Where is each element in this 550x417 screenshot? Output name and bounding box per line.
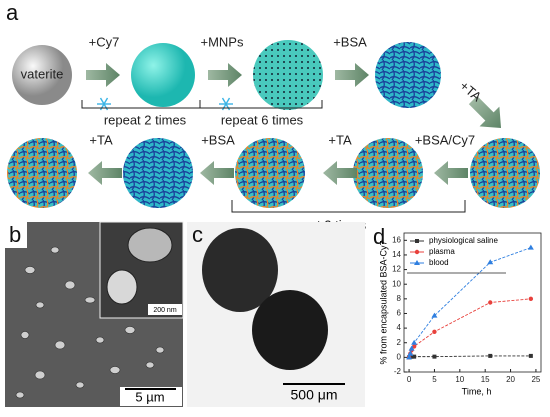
x-tick-label: 10 xyxy=(455,375,464,384)
step-label: +Cy7 xyxy=(89,34,120,49)
marker xyxy=(408,345,415,351)
bracket xyxy=(81,100,323,109)
arrow xyxy=(200,161,234,185)
label-box xyxy=(5,222,27,248)
step-label: +BSA xyxy=(201,132,235,147)
particle xyxy=(127,227,173,263)
y-tick-label: 2 xyxy=(397,338,402,347)
arrow xyxy=(208,63,242,87)
sphere xyxy=(131,43,195,107)
marker xyxy=(411,339,418,345)
y-axis-label: % from encapsulated BSA-Cy7 xyxy=(378,240,388,364)
scale-box xyxy=(120,387,182,406)
y-tick-label: 12 xyxy=(392,265,401,274)
x-tick-label: 0 xyxy=(407,375,412,384)
sphere xyxy=(470,138,540,208)
bracket-label: repeat 6 times xyxy=(221,112,304,127)
sphere xyxy=(253,40,323,110)
step-label: +BSA xyxy=(333,34,367,49)
y-tick-label: 14 xyxy=(392,250,401,259)
sphere xyxy=(353,138,423,208)
sphere xyxy=(235,138,305,208)
arrow xyxy=(323,161,357,185)
marker xyxy=(411,344,417,349)
marker xyxy=(487,259,494,265)
panel-label: a xyxy=(6,0,19,25)
y-tick-label: 0 xyxy=(397,352,402,361)
x-tick-label: 5 xyxy=(432,375,437,384)
legend-marker xyxy=(414,249,420,255)
bracket xyxy=(231,200,466,213)
scale-label: 500 μm xyxy=(291,387,338,403)
legend-label: physiological saline xyxy=(429,236,498,245)
marker xyxy=(488,300,493,305)
sphere xyxy=(123,138,193,208)
marker xyxy=(432,329,437,334)
arrow xyxy=(335,63,369,87)
scale-label: 200 nm xyxy=(153,307,177,314)
bracket-label: repeat 2 times xyxy=(104,112,187,127)
panel-label: c xyxy=(192,222,203,247)
marker xyxy=(409,354,414,359)
marker xyxy=(412,354,417,359)
step-label: +BSA/Cy7 xyxy=(415,132,475,147)
x-tick-label: 15 xyxy=(481,375,490,384)
scale-label: 5 µm xyxy=(135,389,164,404)
legend-marker xyxy=(415,239,419,243)
step-label: +TA xyxy=(328,132,352,147)
panel-label: d xyxy=(373,224,385,249)
y-tick-label: 16 xyxy=(392,235,401,244)
sphere xyxy=(12,45,72,105)
particle xyxy=(106,269,138,305)
y-tick-label: 10 xyxy=(392,279,401,288)
marker xyxy=(407,350,414,356)
arrow xyxy=(86,63,120,87)
x-tick-label: 25 xyxy=(531,375,540,384)
marker xyxy=(528,296,534,302)
marker xyxy=(431,312,438,318)
step-label: +TA xyxy=(89,132,113,147)
panel-label: b xyxy=(9,222,21,247)
y-tick-label: 6 xyxy=(397,309,402,318)
y-tick-label: 8 xyxy=(397,294,402,303)
legend-label: plasma xyxy=(429,247,455,256)
marker xyxy=(528,353,533,358)
legend-label: blood xyxy=(429,258,449,267)
marker xyxy=(488,353,493,358)
particle xyxy=(202,228,278,312)
legend-marker xyxy=(414,260,420,265)
step-label: +MNPs xyxy=(201,34,244,49)
plot-frame xyxy=(403,232,542,373)
x-axis-label: Time, h xyxy=(462,386,492,396)
chart: -2 0 2 4 6 8 10 12 14 16 0 5 10 15 20 25 Time, h % from e… xyxy=(378,232,542,396)
particle xyxy=(252,290,328,370)
particles xyxy=(15,246,165,399)
marker xyxy=(527,244,534,250)
arrow xyxy=(434,161,468,185)
y-tick-label: -2 xyxy=(394,367,402,376)
marker xyxy=(406,354,413,360)
x-tick-label: 20 xyxy=(506,375,515,384)
sphere xyxy=(7,138,77,208)
y-tick-label: 4 xyxy=(397,323,402,332)
node-label: vaterite xyxy=(21,66,64,81)
marker xyxy=(432,354,437,359)
scale-box xyxy=(148,304,182,315)
sphere xyxy=(375,42,441,108)
arrow xyxy=(88,161,122,185)
